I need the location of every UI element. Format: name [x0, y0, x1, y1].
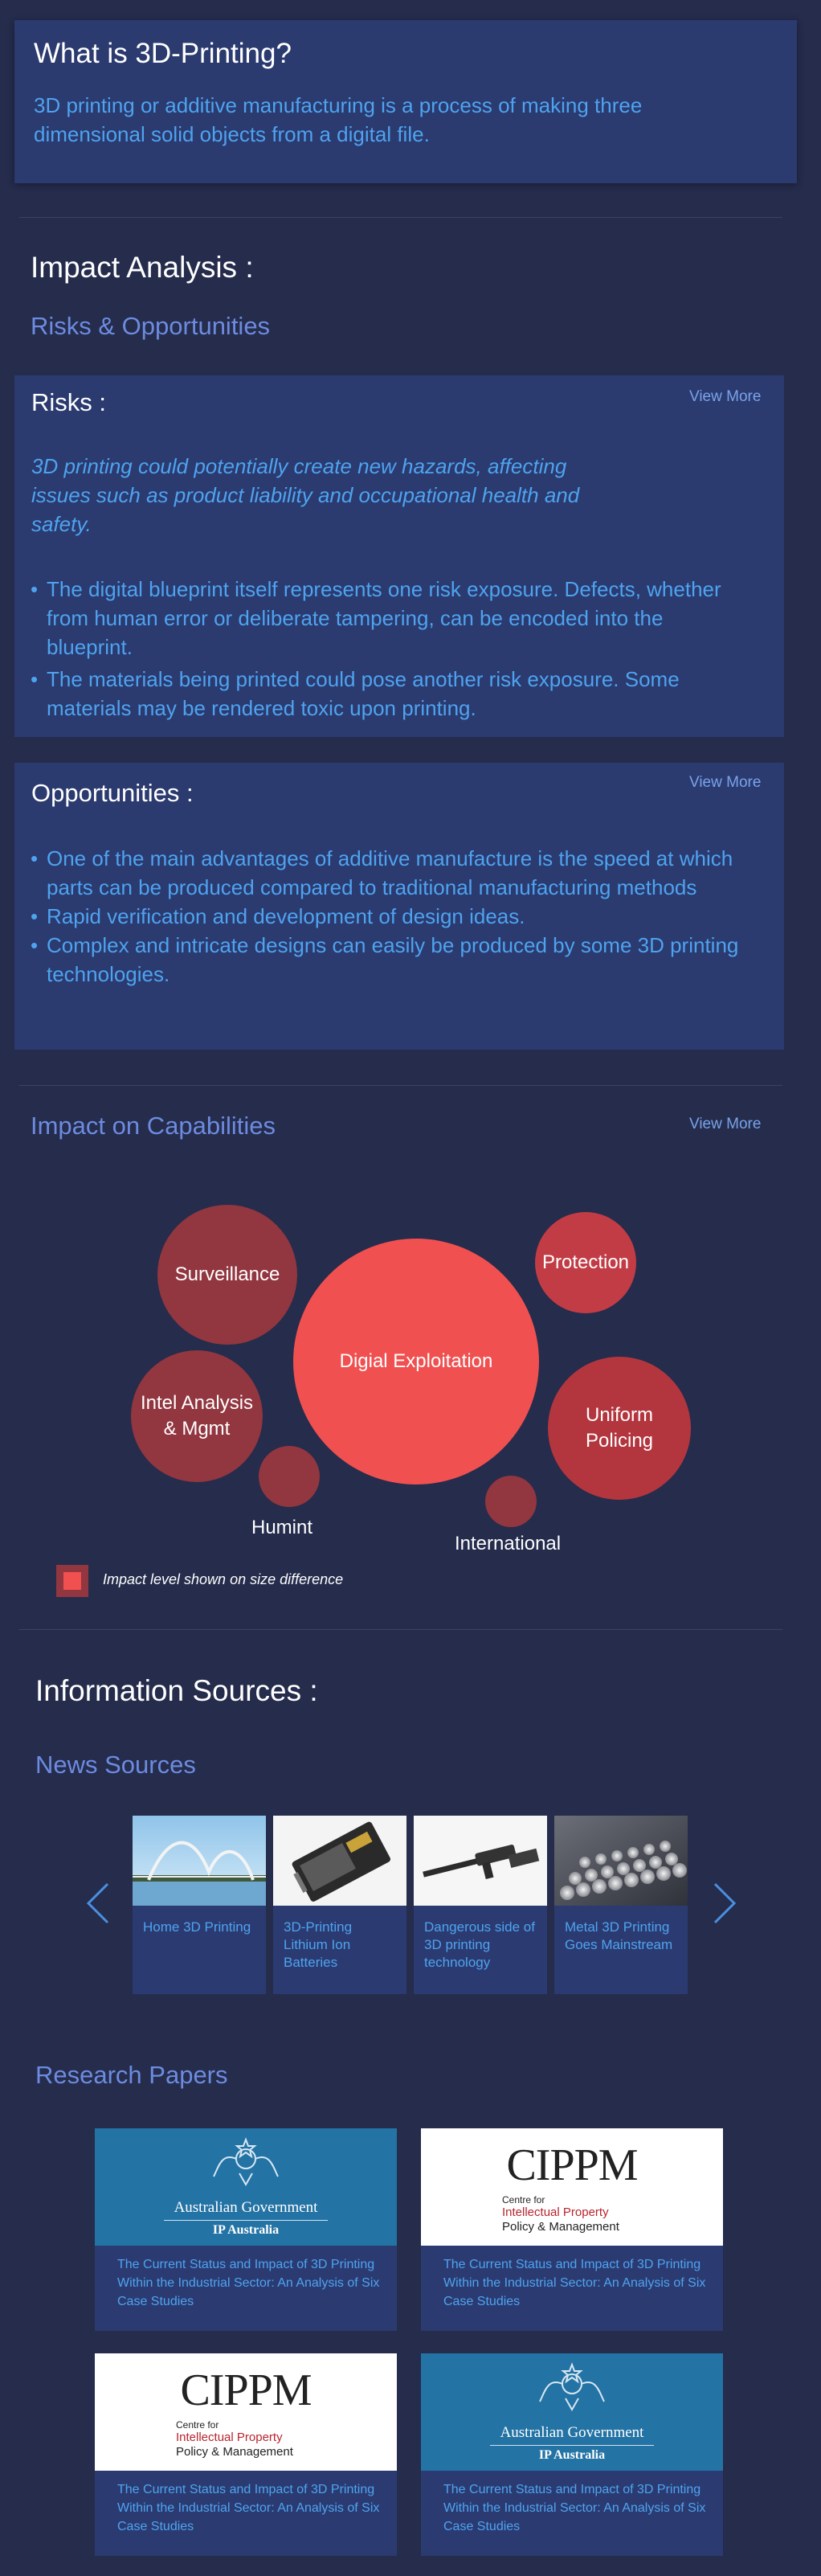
capabilities-heading: Impact on Capabilities: [31, 1112, 276, 1140]
risks-list: The digital blueprint itself represents …: [29, 575, 752, 723]
paper-title: The Current Status and Impact of 3D Prin…: [443, 2483, 706, 2533]
research-paper-card[interactable]: CIPPM Centre for Intellectual Property P…: [95, 2353, 397, 2556]
news-card[interactable]: Home 3D Printing: [133, 1816, 266, 1994]
news-title: Metal 3D Printing Goes Mainstream: [565, 1919, 673, 1952]
intro-heading: What is 3D-Printing?: [34, 38, 292, 69]
logo-acronym: CIPPM: [180, 2365, 312, 2415]
battery-photo: [273, 1816, 406, 1906]
paper-title: The Current Status and Impact of 3D Prin…: [117, 2258, 380, 2308]
intro-body: 3D printing or additive manufacturing is…: [34, 93, 643, 146]
risks-summary: 3D printing could potentially create new…: [31, 454, 580, 536]
impact-subheading: Risks & Opportunities: [31, 312, 271, 340]
paper-title: The Current Status and Impact of 3D Prin…: [443, 2258, 706, 2308]
opportunities-view-more-link[interactable]: View More: [689, 774, 762, 791]
australian-government-logo: Australian Government IP Australia: [421, 2353, 723, 2471]
legend-swatch: [56, 1565, 88, 1597]
impact-heading: Impact Analysis :: [31, 251, 254, 284]
list-item: The digital blueprint itself represents …: [29, 575, 752, 661]
risks-heading: Risks :: [31, 388, 106, 416]
gun-photo: [414, 1816, 547, 1906]
news-title: 3D-Printing Lithium Ion Batteries: [284, 1919, 353, 1970]
intro-card: What is 3D-Printing? 3D printing or addi…: [14, 20, 797, 183]
bubble-protection: Protection: [535, 1212, 636, 1313]
legend-text: Impact level shown on size difference: [103, 1571, 344, 1587]
papers-heading: Research Papers: [35, 2061, 228, 2089]
opportunities-heading: Opportunities :: [31, 779, 194, 807]
news-card[interactable]: Dangerous side of 3D printing technology: [414, 1816, 547, 1994]
humint-label: Humint: [251, 1517, 313, 1538]
metal-rods-photo: [554, 1816, 688, 1906]
logo-line-3: Policy & Management: [502, 2220, 619, 2234]
logo-rule: [164, 2220, 328, 2221]
logo-line-1: Centre for: [176, 2419, 219, 2431]
logo-line-1: Australian Government: [500, 2424, 644, 2441]
list-item: Complex and intricate designs can easily…: [29, 931, 760, 989]
bubble-humint: [259, 1446, 320, 1507]
bubble-international: [485, 1476, 537, 1527]
list-item: One of the main advantages of additive m…: [29, 844, 760, 902]
paper-title: The Current Status and Impact of 3D Prin…: [117, 2483, 380, 2533]
list-item: The materials being printed could pose a…: [29, 665, 752, 723]
carousel-prev-arrow[interactable]: [84, 1881, 112, 1926]
bubble-intel-analysis: Intel Analysis & Mgmt: [131, 1350, 263, 1482]
international-label: International: [455, 1533, 562, 1554]
list-item: Rapid verification and development of de…: [29, 902, 760, 931]
news-title: Dangerous side of 3D printing technology: [424, 1919, 535, 1970]
news-heading: News Sources: [35, 1751, 196, 1779]
news-title: Home 3D Printing: [143, 1919, 251, 1935]
risks-view-more-link[interactable]: View More: [689, 388, 762, 405]
risks-card: Risks : View More 3D printing could pote…: [14, 375, 784, 737]
logo-rule: [490, 2445, 654, 2446]
logo-acronym: CIPPM: [506, 2140, 638, 2190]
opportunities-card: Opportunities : View More One of the mai…: [14, 763, 784, 1050]
divider: [19, 1629, 782, 1630]
logo-line-1: Centre for: [502, 2194, 545, 2205]
bubble-surveillance: Surveillance: [157, 1205, 297, 1345]
cippm-logo: CIPPM Centre for Intellectual Property P…: [421, 2128, 723, 2246]
australian-government-logo: Australian Government IP Australia: [95, 2128, 397, 2246]
bubble-uniform-policing: Uniform Policing: [548, 1357, 691, 1500]
logo-line-3: Policy & Management: [176, 2445, 293, 2459]
logo-line-1: Australian Government: [174, 2199, 318, 2216]
research-paper-card[interactable]: CIPPM Centre for Intellectual Property P…: [421, 2128, 723, 2331]
divider: [19, 1085, 782, 1086]
sources-heading: Information Sources :: [35, 1674, 318, 1707]
logo-line-2: IP Australia: [538, 2448, 606, 2462]
logo-line-2: Intellectual Property: [176, 2431, 283, 2444]
research-paper-card[interactable]: Australian Government IP Australia The C…: [421, 2353, 723, 2556]
opportunities-list: One of the main advantages of additive m…: [29, 844, 760, 989]
carousel-next-arrow[interactable]: [710, 1881, 739, 1926]
research-paper-card[interactable]: Australian Government IP Australia The C…: [95, 2128, 397, 2331]
news-card[interactable]: 3D-Printing Lithium Ion Batteries: [273, 1816, 406, 1994]
logo-line-2: IP Australia: [212, 2223, 280, 2237]
cippm-logo: CIPPM Centre for Intellectual Property P…: [95, 2353, 397, 2471]
bridge-photo: [133, 1816, 266, 1906]
logo-line-2: Intellectual Property: [502, 2205, 609, 2219]
news-card[interactable]: Metal 3D Printing Goes Mainstream: [554, 1816, 688, 1994]
bubble-digital-exploitation: Digial Exploitation: [293, 1239, 539, 1485]
capabilities-view-more-link[interactable]: View More: [689, 1116, 762, 1132]
divider: [19, 217, 782, 218]
